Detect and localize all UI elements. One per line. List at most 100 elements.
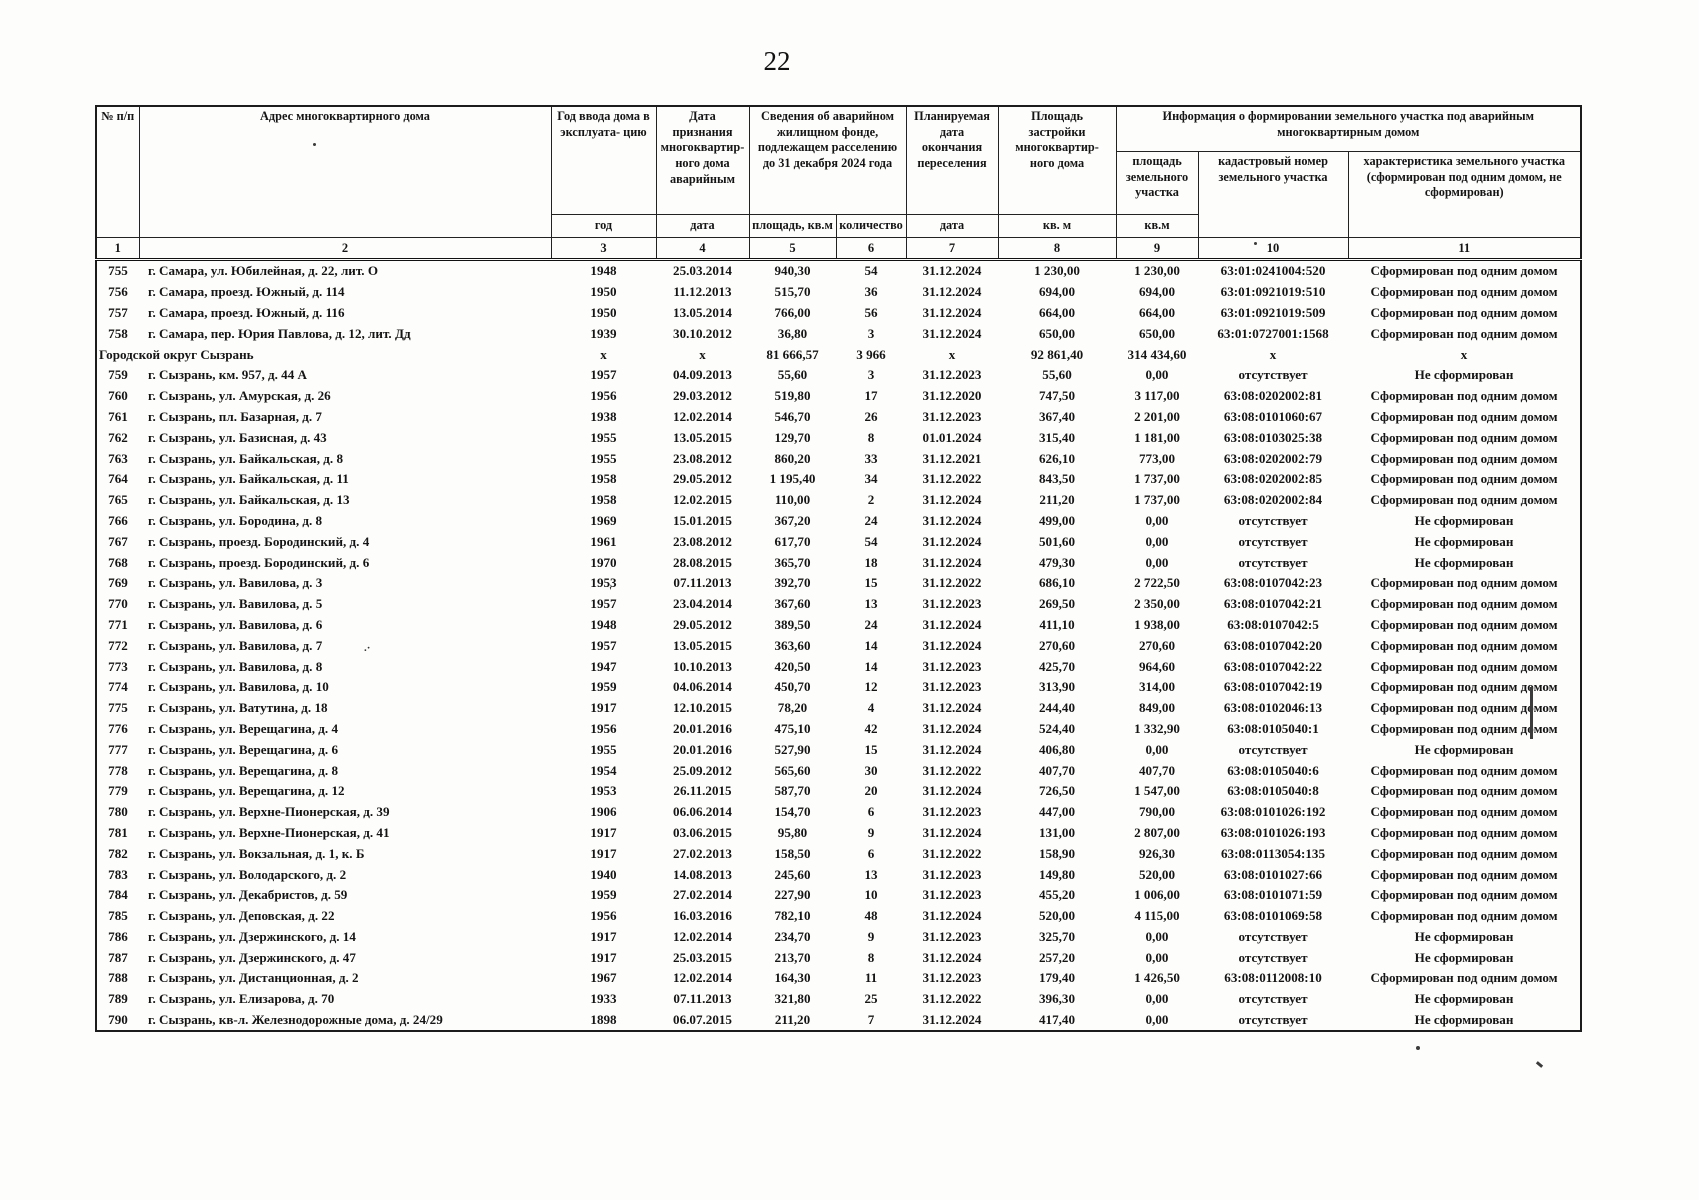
row-number-cell: 790 <box>108 1012 128 1028</box>
land-area-cell: 1 547,00 <box>1134 783 1180 799</box>
address-cell: г. Сызрань, ул. Вавилова, д. 5 <box>148 596 323 612</box>
land-area-cell: 0,00 <box>1145 1012 1169 1028</box>
land-area-cell: 1 181,00 <box>1134 429 1180 445</box>
unit-footprint-area: кв. м <box>997 214 1117 238</box>
row-number-cell: 766 <box>108 512 128 528</box>
resettlement-date-cell: 31.12.2024 <box>922 741 982 757</box>
recognition-date-cell: 07.11.2013 <box>673 575 732 591</box>
header-row-main: № п/п Адрес многоквартирного дома Год вв… <box>95 105 1582 238</box>
recognition-date-cell: 04.06.2014 <box>673 679 732 695</box>
commissioning-year-cell: 1954 <box>590 762 617 778</box>
row-number-cell: 781 <box>108 824 128 840</box>
land-status-cell: Сформирован под одним домом <box>1370 970 1558 986</box>
fund-area-cell: 546,70 <box>774 408 811 424</box>
resettlement-date-cell: 31.12.2024 <box>922 637 982 653</box>
resettlement-date-cell: 31.12.2024 <box>922 263 982 279</box>
fund-count-cell: 48 <box>864 908 878 924</box>
land-area-cell: 0,00 <box>1145 949 1169 965</box>
recognition-date-cell: 12.02.2014 <box>673 928 732 944</box>
resettlement-date-cell: 31.12.2022 <box>922 575 982 591</box>
scan-artifact <box>1254 242 1257 245</box>
land-status-cell: Не сформирован <box>1414 928 1514 944</box>
table-row: 757 г. Самара, проезд. Южный, д. 116 1950 1… <box>96 303 1581 324</box>
commissioning-year-cell: 1950 <box>590 304 617 320</box>
row-number-cell: 777 <box>108 741 128 757</box>
land-status-cell: Сформирован под одним домом <box>1370 908 1558 924</box>
cadastre-number-cell: 63:08:0202002:79 <box>1223 450 1323 466</box>
cadastre-number-cell: 63:08:0105040:8 <box>1227 783 1319 799</box>
fund-area-cell: 154,70 <box>774 804 811 820</box>
col-header-row-number: № п/п <box>95 105 140 238</box>
commissioning-year-cell: 1917 <box>590 949 617 965</box>
table-row: 761 г. Сызрань, пл. Базарная, д. 7 1938 12.… <box>96 407 1581 428</box>
table-row: 772 г. Сызрань, ул. Вавилова, д. 7 1957 13.… <box>96 635 1581 656</box>
table-row: 758 г. Самара, пер. Юрия Павлова, д. 12, … <box>96 323 1581 344</box>
col-header-cadastre-number: кадастровый номер земельного участка <box>1197 151 1349 238</box>
column-number: 11 <box>1347 237 1582 261</box>
emergency-housing-table: № п/п Адрес многоквартирного дома Год вв… <box>95 105 1583 1033</box>
fund-area-cell: 766,00 <box>774 304 811 320</box>
address-cell: г. Самара, пер. Юрия Павлова, д. 12, лит… <box>148 325 411 341</box>
table-row: 773 г. Сызрань, ул. Вавилова, д. 8 1947 10.… <box>96 656 1581 677</box>
row-number-cell: 787 <box>108 949 128 965</box>
resettlement-date-cell: 31.12.2024 <box>922 304 982 320</box>
col-header-address: Адрес многоквартирного дома <box>138 105 552 238</box>
resettlement-date-cell: 31.12.2024 <box>922 533 982 549</box>
recognition-date-cell: 26.11.2015 <box>673 783 732 799</box>
commissioning-year-cell: 1958 <box>590 471 617 487</box>
resettlement-date-cell: 31.12.2024 <box>922 949 982 965</box>
row-number-cell: 775 <box>108 700 128 716</box>
cadastre-number-cell: отсутствует <box>1238 741 1308 757</box>
recognition-date-cell: х <box>699 346 706 362</box>
row-number-cell: 784 <box>108 887 128 903</box>
fund-area-cell: 617,70 <box>774 533 811 549</box>
footprint-area-cell: 499,00 <box>1039 512 1076 528</box>
scan-artifact: .· <box>364 642 371 654</box>
land-area-cell: 520,00 <box>1139 866 1176 882</box>
fund-count-cell: 56 <box>864 304 878 320</box>
col-header-commissioning-year: Год ввода дома в эксплуата- цию <box>550 105 657 215</box>
fund-area-cell: 420,50 <box>774 658 811 674</box>
fund-count-cell: 7 <box>867 1012 875 1028</box>
table-row: 764 г. Сызрань, ул. Байкальская, д. 11 195… <box>96 469 1581 490</box>
row-number-cell: 779 <box>108 783 128 799</box>
scan-artifact: ' <box>609 585 613 597</box>
commissioning-year-cell: 1947 <box>590 658 617 674</box>
col-header-recognition-date: Дата признания многоквартир- ного дома а… <box>655 105 750 215</box>
cadastre-number-cell: 63:08:0103025:38 <box>1223 429 1323 445</box>
land-status-cell: Сформирован под одним домом <box>1370 700 1558 716</box>
recognition-date-cell: 03.06.2015 <box>673 824 732 840</box>
footprint-area-cell: 425,70 <box>1039 658 1076 674</box>
footprint-area-cell: 520,00 <box>1039 908 1076 924</box>
cadastre-number-cell: отсутствует <box>1238 928 1308 944</box>
address-cell: г. Сызрань, ул. Ватутина, д. 18 <box>148 700 328 716</box>
cadastre-number-cell: 63:08:0202002:81 <box>1223 388 1323 404</box>
resettlement-date-cell: 31.12.2024 <box>922 616 982 632</box>
cadastre-number-cell: 63:08:0102046:13 <box>1223 700 1323 716</box>
footprint-area-cell: 1 230,00 <box>1034 263 1080 279</box>
recognition-date-cell: 23.08.2012 <box>673 533 732 549</box>
address-cell: г. Самара, проезд. Южный, д. 116 <box>148 304 345 320</box>
address-cell: г. Сызрань, пл. Базарная, д. 7 <box>148 408 322 424</box>
fund-area-cell: 782,10 <box>774 908 811 924</box>
table-row: 788 г. Сызрань, ул. Дистанционная, д. 2 19… <box>96 968 1581 989</box>
fund-area-cell: 234,70 <box>774 928 811 944</box>
fund-area-cell: 321,80 <box>774 991 811 1007</box>
fund-area-cell: 363,60 <box>774 637 811 653</box>
table-row: 756 г. Самара, проезд. Южный, д. 114 1950 1… <box>96 282 1581 303</box>
recognition-date-cell: 10.10.2013 <box>673 658 732 674</box>
cadastre-number-cell: отсутствует <box>1238 554 1308 570</box>
column-number: 7 <box>905 237 999 261</box>
cadastre-number-cell: 63:08:0107042:20 <box>1223 637 1323 653</box>
column-number: 8 <box>997 237 1117 261</box>
row-number-cell: 762 <box>108 429 128 445</box>
recognition-date-cell: 13.05.2014 <box>673 304 732 320</box>
fund-area-cell: 860,20 <box>774 450 811 466</box>
cadastre-number-cell: отсутствует <box>1238 949 1308 965</box>
cadastre-number-cell: 63:08:0101026:192 <box>1220 804 1326 820</box>
commissioning-year-cell: 1956 <box>590 908 617 924</box>
recognition-date-cell: 04.09.2013 <box>673 367 732 383</box>
commissioning-year-cell: 1957 <box>590 596 617 612</box>
column-number: 4 <box>655 237 750 261</box>
address-cell: г. Самара, ул. Юбилейная, д. 22, лит. О <box>148 263 379 279</box>
